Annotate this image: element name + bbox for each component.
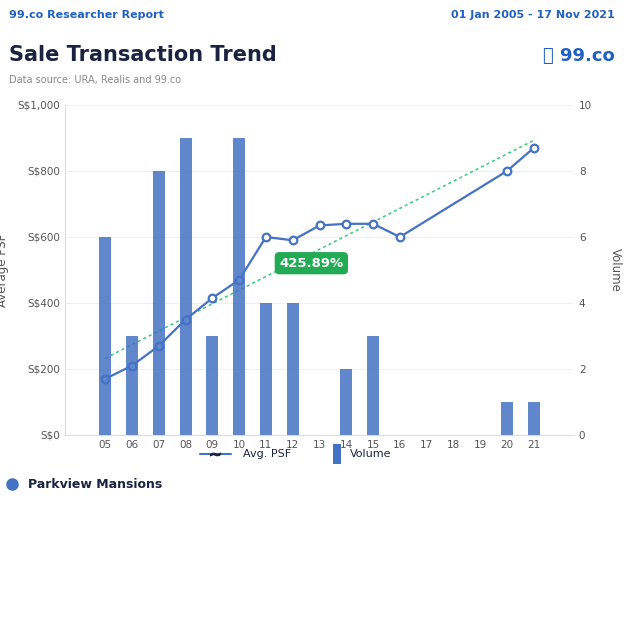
Bar — [340, 369, 353, 435]
Bar — [126, 336, 138, 435]
Bar — [233, 138, 245, 435]
Bar — [367, 336, 379, 435]
Text: Sale Transaction Trend: Sale Transaction Trend — [9, 45, 277, 65]
Bar — [153, 171, 165, 435]
Text: 425.89%: 425.89% — [280, 257, 343, 269]
Bar — [501, 402, 513, 435]
Bar — [286, 303, 299, 435]
Text: 01 Jan 2005 - 17 Nov 2021: 01 Jan 2005 - 17 Nov 2021 — [451, 10, 615, 20]
Bar — [333, 444, 341, 464]
Y-axis label: Volume: Volume — [608, 248, 622, 292]
Y-axis label: Average PSF: Average PSF — [0, 234, 9, 307]
Text: Volume: Volume — [349, 449, 391, 459]
Bar — [528, 402, 540, 435]
Bar — [260, 303, 272, 435]
Bar — [180, 138, 192, 435]
Text: 99.co Researcher Report: 99.co Researcher Report — [9, 10, 164, 20]
Bar — [207, 336, 218, 435]
Text: Data source: URA, Realis and 99.co: Data source: URA, Realis and 99.co — [9, 75, 182, 84]
Bar — [99, 237, 111, 435]
Text: Parkview Mansions: Parkview Mansions — [28, 477, 162, 490]
Text: Avg. PSF: Avg. PSF — [243, 449, 291, 459]
Text: ⦿ 99.co: ⦿ 99.co — [543, 47, 615, 65]
